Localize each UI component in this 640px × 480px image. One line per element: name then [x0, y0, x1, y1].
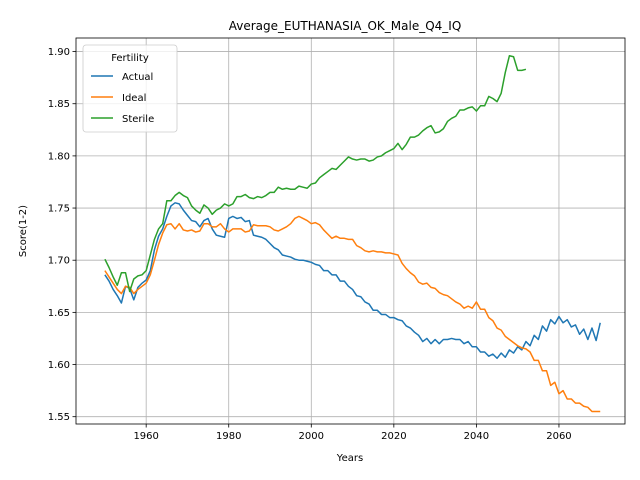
legend-box [82, 44, 178, 133]
series-line-ideal [104, 215, 601, 413]
y-tick-label: 1.90 [48, 47, 70, 58]
x-tick-label: 2000 [299, 431, 324, 442]
legend: Fertility Actual Ideal Sterile [82, 44, 178, 133]
y-axis-label: Score(1-2) [18, 205, 29, 257]
legend-label-sterile: Sterile [122, 114, 154, 125]
grid [76, 38, 625, 424]
y-tick-label: 1.80 [48, 151, 70, 162]
x-tick-label: 2040 [464, 431, 489, 442]
chart-title: Average_EUTHANASIA_OK_Male_Q4_IQ [229, 19, 462, 33]
y-tick-label: 1.85 [48, 99, 70, 110]
series-lines [104, 54, 601, 413]
y-tick-label: 1.65 [48, 308, 70, 319]
y-tick-label: 1.70 [48, 256, 70, 267]
legend-label-ideal: Ideal [122, 93, 146, 104]
legend-label-actual: Actual [122, 72, 153, 83]
y-tick-label: 1.75 [48, 204, 70, 215]
y-axis: 1.55 1.60 1.65 1.70 1.75 1.80 1.85 1.90 [48, 47, 76, 423]
series-line-sterile [104, 54, 527, 293]
legend-title: Fertility [111, 53, 149, 64]
x-tick-label: 1980 [216, 431, 241, 442]
series-line-actual [104, 202, 601, 360]
y-tick-label: 1.55 [48, 412, 70, 423]
x-tick-label: 2020 [381, 431, 406, 442]
plot-frame [75, 37, 626, 425]
x-axis-label: Years [336, 453, 363, 464]
y-tick-label: 1.60 [48, 360, 70, 371]
x-tick-label: 2060 [546, 431, 571, 442]
x-tick-label: 1960 [133, 431, 158, 442]
x-axis: 1960 1980 2000 2020 2040 2060 [133, 424, 572, 442]
